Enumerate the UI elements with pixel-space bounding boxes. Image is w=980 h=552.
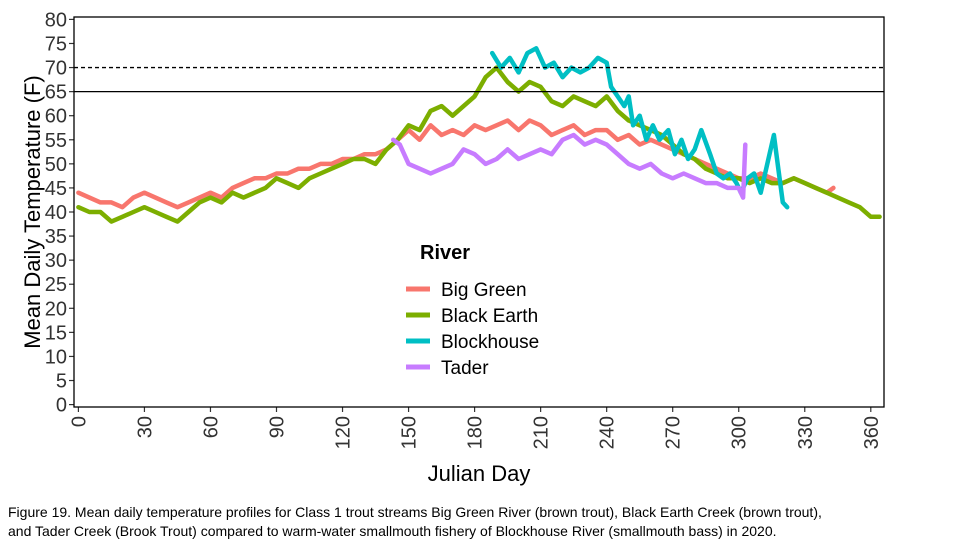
y-tick-label: 35 (45, 226, 67, 248)
x-tick-label: 150 (399, 416, 421, 449)
legend-title: River (420, 242, 470, 264)
legend-label-big-green: Big Green (441, 280, 527, 301)
x-tick-label: 30 (134, 416, 156, 438)
y-tick-label: 15 (45, 322, 67, 344)
y-tick-label: 55 (45, 130, 67, 152)
x-axis-label: Julian Day (428, 461, 531, 486)
y-axis-label: Mean Daily Temperature (F) (20, 75, 45, 348)
y-tick-label: 0 (56, 395, 67, 417)
y-tick-label: 75 (45, 33, 67, 55)
series-line-tader (393, 135, 745, 198)
y-tick-label: 50 (45, 154, 67, 176)
y-tick-label: 60 (45, 106, 67, 128)
y-tick-label: 5 (56, 371, 67, 393)
x-tick-label: 330 (795, 416, 817, 449)
legend: River Big Green Black Earth Blockhouse Tade… (406, 242, 539, 379)
x-tick-label: 120 (333, 416, 355, 449)
x-tick-label: 240 (597, 416, 619, 449)
y-tick-label: 70 (45, 58, 67, 80)
caption-line-1: Figure 19. Mean daily temperature profil… (8, 503, 976, 522)
x-tick-label: 60 (200, 416, 222, 438)
x-tick-label: 300 (729, 416, 751, 449)
y-tick-label: 20 (45, 298, 67, 320)
figure-caption: Figure 19. Mean daily temperature profil… (8, 503, 976, 541)
x-tick-label: 180 (465, 416, 487, 449)
legend-label-black-earth: Black Earth (441, 306, 538, 327)
y-tick-label: 40 (45, 202, 67, 224)
y-tick-label: 65 (45, 82, 67, 104)
x-tick-label: 210 (531, 416, 553, 449)
y-tick-label: 80 (45, 9, 67, 31)
series-lines (78, 48, 879, 221)
y-tick-label: 45 (45, 178, 67, 200)
x-tick-label: 90 (267, 416, 289, 438)
legend-label-tader: Tader (441, 358, 489, 379)
series-line-big-green (78, 121, 833, 208)
y-tick-label: 25 (45, 274, 67, 296)
x-tick-label: 270 (663, 416, 685, 449)
x-tick-label: 360 (861, 416, 883, 449)
y-tick-label: 30 (45, 250, 67, 272)
legend-label-blockhouse: Blockhouse (441, 332, 539, 353)
x-tick-label: 0 (68, 416, 90, 427)
y-tick-label: 10 (45, 346, 67, 368)
caption-line-2: and Tader Creek (Brook Trout) compared t… (8, 522, 976, 541)
